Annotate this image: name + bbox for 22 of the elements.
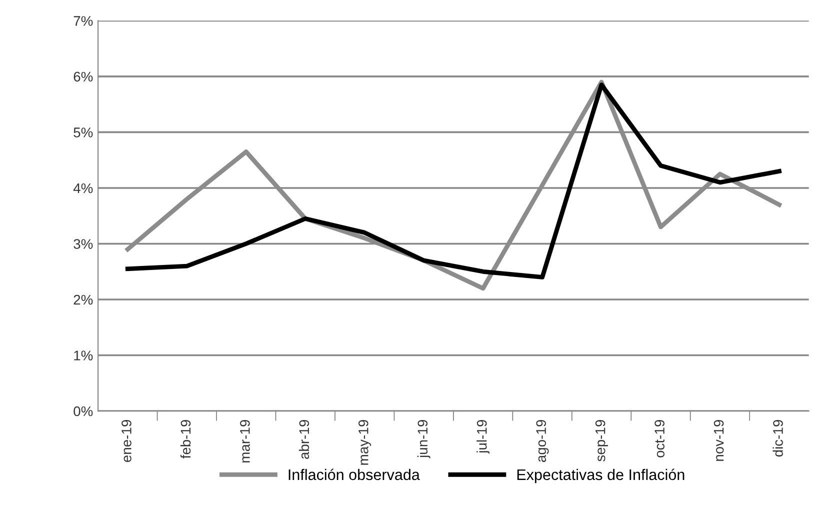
x-tick-label: ene-19 <box>122 420 132 462</box>
x-tick-label: jun-19 <box>417 420 430 458</box>
x-tick-label: feb-19 <box>180 420 191 459</box>
y-tick-label: 2% <box>74 294 93 305</box>
x-tick-label: nov-19 <box>714 420 724 461</box>
x-tick-label: sep-19 <box>595 420 608 462</box>
x-tick-label: ago-19 <box>536 420 549 462</box>
y-tick-label: 1% <box>74 350 93 360</box>
y-tick-label: 6% <box>74 72 93 82</box>
x-tick-label: jul-19 <box>476 420 490 454</box>
y-tick-label: 4% <box>73 183 93 194</box>
y-tick-label: 0% <box>74 406 93 416</box>
x-tick-label: oct-19 <box>654 420 664 458</box>
x-tick-label: may-19 <box>358 420 372 465</box>
y-tick-label: 3% <box>74 239 93 249</box>
y-tick-label: 7% <box>74 16 93 26</box>
legend-label: Expectativas de Inflación <box>517 468 684 484</box>
x-tick-label: abr-19 <box>298 420 310 459</box>
legend-label: Inflación observada <box>288 468 420 480</box>
x-tick-label: mar-19 <box>240 420 250 462</box>
y-tick-label: 5% <box>74 128 93 138</box>
x-tick-label: dic-19 <box>772 420 783 457</box>
